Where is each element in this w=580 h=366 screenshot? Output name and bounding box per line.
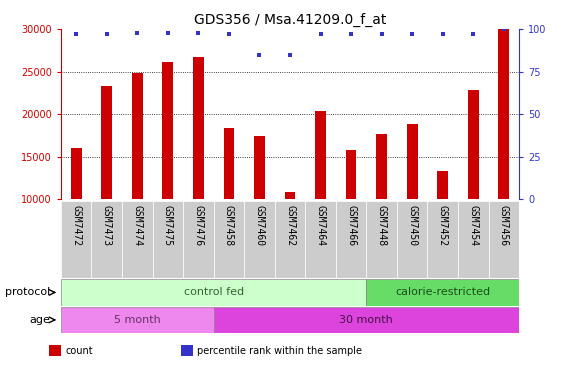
Bar [153, 201, 183, 278]
Text: control fed: control fed [184, 287, 244, 298]
Point [408, 31, 417, 37]
Bar [407, 124, 418, 199]
Text: GSM7454: GSM7454 [468, 205, 478, 246]
Bar [427, 201, 458, 278]
Text: GSM7462: GSM7462 [285, 205, 295, 246]
Point [224, 31, 234, 37]
Text: count: count [66, 346, 93, 356]
Text: GSM7475: GSM7475 [163, 205, 173, 246]
Title: GDS356 / Msa.41209.0_f_at: GDS356 / Msa.41209.0_f_at [194, 13, 386, 27]
Text: protocol: protocol [5, 287, 50, 298]
Text: GSM7458: GSM7458 [224, 205, 234, 246]
Bar [305, 201, 336, 278]
Point [71, 31, 81, 37]
Bar [102, 86, 112, 199]
Bar [254, 136, 265, 199]
Bar [223, 128, 234, 199]
Bar [61, 307, 213, 333]
Point [346, 31, 356, 37]
Bar [92, 201, 122, 278]
Bar [397, 201, 427, 278]
Text: GSM7460: GSM7460 [255, 205, 264, 246]
Text: GSM7448: GSM7448 [376, 205, 387, 246]
Bar [498, 29, 509, 199]
Bar [458, 201, 488, 278]
Point [163, 30, 172, 36]
Point [499, 26, 509, 32]
Bar [285, 192, 295, 199]
Bar [183, 201, 213, 278]
Bar [71, 149, 82, 199]
Bar [244, 201, 275, 278]
Point [102, 31, 111, 37]
Text: GSM7474: GSM7474 [132, 205, 142, 246]
Bar [315, 111, 326, 199]
Bar [213, 307, 519, 333]
Bar [132, 73, 143, 199]
Bar [468, 90, 478, 199]
Point [133, 30, 142, 36]
Bar [437, 171, 448, 199]
Bar [213, 201, 244, 278]
Bar [61, 279, 367, 306]
Text: 5 month: 5 month [114, 315, 161, 325]
Bar [275, 201, 305, 278]
Point [316, 31, 325, 37]
Text: 30 month: 30 month [339, 315, 393, 325]
Bar [376, 134, 387, 199]
Bar [367, 201, 397, 278]
Text: GSM7464: GSM7464 [316, 205, 325, 246]
Text: calorie-restricted: calorie-restricted [395, 287, 490, 298]
Text: percentile rank within the sample: percentile rank within the sample [197, 346, 362, 356]
Bar [488, 201, 519, 278]
Bar [367, 279, 519, 306]
Bar [346, 150, 357, 199]
Text: GSM7456: GSM7456 [499, 205, 509, 246]
Point [194, 30, 203, 36]
Bar [122, 201, 153, 278]
Bar [49, 345, 61, 356]
Text: GSM7450: GSM7450 [407, 205, 417, 246]
Text: GSM7452: GSM7452 [438, 205, 448, 246]
Bar [162, 61, 173, 199]
Point [377, 31, 386, 37]
Bar [61, 201, 92, 278]
Text: GSM7476: GSM7476 [193, 205, 204, 246]
Bar [336, 201, 367, 278]
Point [285, 52, 295, 58]
Point [469, 31, 478, 37]
Point [255, 52, 264, 58]
Text: GSM7473: GSM7473 [102, 205, 112, 246]
Text: GSM7472: GSM7472 [71, 205, 81, 246]
Bar [193, 57, 204, 199]
Text: age: age [29, 315, 50, 325]
Text: GSM7466: GSM7466 [346, 205, 356, 246]
Bar [181, 345, 193, 356]
Point [438, 31, 447, 37]
